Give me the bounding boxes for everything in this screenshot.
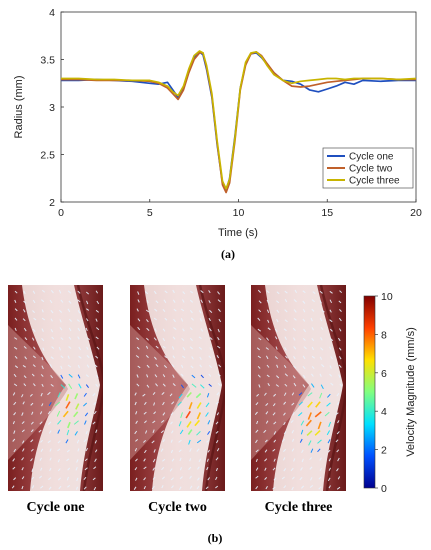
- panel-caption: Cycle three: [265, 500, 333, 515]
- legend-label: Cycle one: [349, 152, 394, 163]
- vessel-lumen: [22, 285, 100, 491]
- flow-field-panel-3: Cycle three: [251, 285, 346, 515]
- x-tick-label: 20: [410, 207, 422, 219]
- x-tick-label: 5: [147, 207, 153, 219]
- legend-label: Cycle two: [349, 164, 393, 175]
- flow-field-panel-1: Cycle one: [8, 285, 103, 515]
- y-tick-label: 4: [49, 7, 55, 19]
- vessel-lumen: [144, 285, 222, 491]
- tissue-bulge: [130, 325, 190, 460]
- x-tick-label: 0: [58, 207, 64, 219]
- tissue-bulge: [251, 325, 311, 460]
- panel-label-a: (a): [221, 247, 235, 261]
- velocity-vectors: [133, 289, 222, 490]
- panel-caption: Cycle one: [27, 500, 85, 515]
- colorbar-tick-label: 8: [381, 329, 387, 341]
- y-tick-label: 2.5: [40, 150, 55, 162]
- colorbar-label: Velocity Magnitude (mm/s): [405, 327, 417, 457]
- series-line-3: [61, 50, 417, 190]
- colorbar-gradient: [363, 295, 376, 489]
- y-tick-label: 3.5: [40, 55, 55, 67]
- y-tick-label: 2: [49, 197, 55, 209]
- velocity-vectors: [254, 289, 343, 491]
- panel-caption: Cycle two: [148, 500, 207, 515]
- flow-field-panel-2: Cycle two: [130, 285, 225, 515]
- tissue-bulge: [8, 325, 68, 460]
- colorbar-tick-label: 10: [381, 291, 393, 303]
- panel-label-b: (b): [208, 531, 223, 545]
- colorbar-tick-label: 2: [381, 445, 387, 457]
- line-chart-radius: 0 5 10 15 20 2 2.5 3 3.5 4 Radius (mm) Time (s) C…: [13, 7, 422, 261]
- colorbar-tick-label: 0: [381, 483, 387, 495]
- colorbar-tick-label: 4: [381, 406, 387, 418]
- x-tick-label: 10: [233, 207, 245, 219]
- colorbar-tick-label: 6: [381, 368, 387, 380]
- legend-label: Cycle three: [349, 176, 400, 187]
- y-tick-label: 3: [49, 102, 55, 114]
- colorbar: 0 2 4 6 8 10 Velocity Magnitude (mm/s): [363, 291, 417, 495]
- y-axis-label: Radius (mm): [13, 76, 25, 139]
- velocity-vectors: [11, 289, 100, 491]
- x-axis-label: Time (s): [218, 227, 258, 239]
- vessel-wall: [198, 285, 225, 491]
- x-tick-label: 15: [321, 207, 333, 219]
